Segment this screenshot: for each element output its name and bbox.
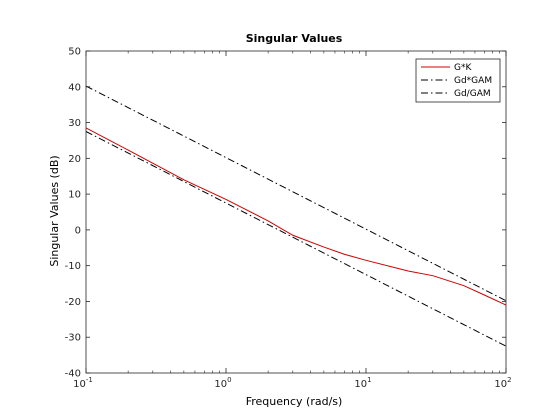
x-tick-label: 101 — [354, 376, 371, 390]
y-tick-label: 0 — [75, 225, 81, 236]
series-line-1 — [85, 85, 507, 302]
y-tick-label: 20 — [68, 154, 81, 165]
y-tick-label: 30 — [68, 118, 81, 129]
x-tick-label: 102 — [494, 376, 511, 390]
legend-label-0: G*K — [454, 63, 472, 73]
y-tick-label: -20 — [65, 297, 81, 308]
y-tick-label: -10 — [65, 261, 81, 272]
x-tick-label: 100 — [214, 376, 231, 390]
y-tick-label: 40 — [68, 82, 81, 93]
y-tick-label: 10 — [68, 190, 81, 201]
x-tick-label: 10-1 — [73, 376, 93, 390]
y-tick-label: -30 — [65, 333, 81, 344]
axes-frame — [85, 50, 507, 374]
plot-area: -40 -30 -20 -10 0 10 20 30 40 50 10-1 100 101 102 — [65, 47, 512, 391]
y-tick-label: -40 — [65, 369, 81, 380]
series-layer — [85, 85, 507, 347]
chart-title: Singular Values — [246, 32, 343, 45]
y-axis-label: Singular Values (dB) — [48, 155, 61, 266]
legend: G*K Gd*GAM Gd/GAM — [415, 58, 501, 103]
x-axis-label: Frequency (rad/s) — [246, 395, 343, 408]
ticks-layer: -40 -30 -20 -10 0 10 20 30 40 50 10-1 100 101 102 — [65, 47, 512, 391]
axes-box — [86, 51, 506, 373]
legend-label-2: Gd/GAM — [454, 89, 491, 99]
series-line-0 — [85, 127, 507, 306]
y-tick-label: 50 — [68, 47, 81, 58]
legend-box — [415, 58, 501, 103]
series-line-2 — [85, 131, 507, 347]
legend-label-1: Gd*GAM — [454, 76, 492, 86]
